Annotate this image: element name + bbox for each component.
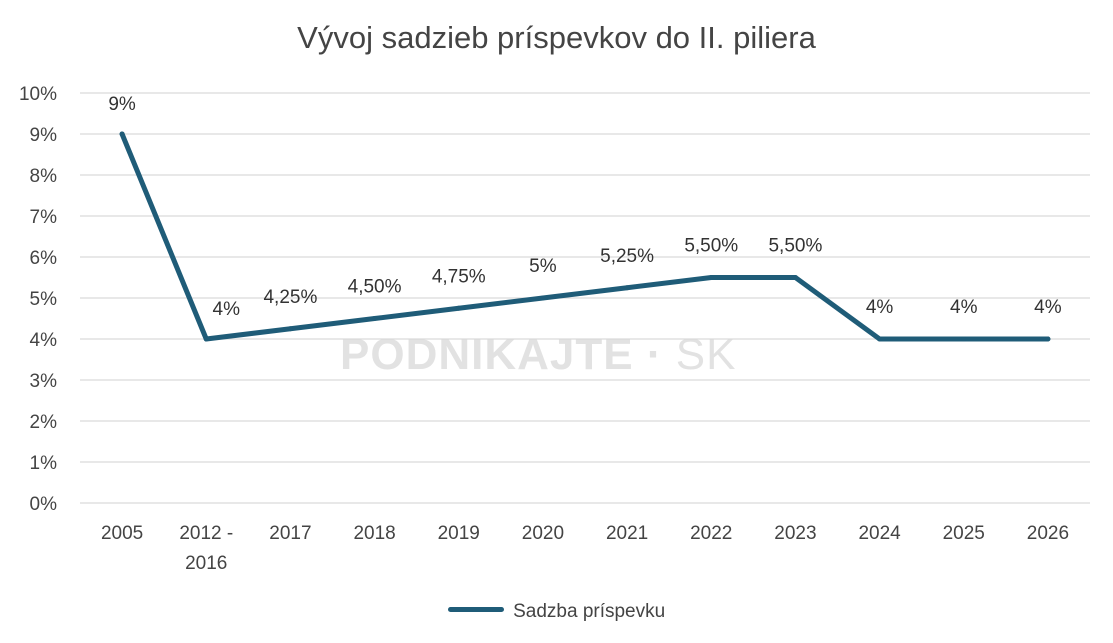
x-tick-label: 2018: [353, 523, 395, 544]
data-point: [1045, 336, 1051, 342]
x-tick-label: 2020: [522, 523, 564, 544]
watermark-main: PODNIKAJTE: [340, 330, 634, 379]
y-tick-label: 8%: [30, 166, 58, 187]
data-point: [456, 305, 462, 311]
y-tick-label: 9%: [30, 125, 58, 146]
x-tick-label: 2012 -2016: [179, 523, 233, 574]
y-tick-label: 4%: [30, 330, 58, 351]
x-tick-label: 2024: [858, 523, 901, 544]
data-point: [961, 336, 967, 342]
watermark-suffix: SK: [675, 330, 737, 379]
y-tick-label: 0%: [30, 494, 58, 515]
x-tick-label: 2026: [1027, 523, 1069, 544]
data-label: 4,50%: [348, 277, 402, 298]
data-point: [708, 275, 714, 280]
y-tick-label: 5%: [30, 289, 58, 310]
y-tick-label: 6%: [30, 248, 58, 269]
data-point: [877, 336, 883, 342]
data-point: [203, 336, 209, 342]
data-label: 4,25%: [263, 287, 317, 308]
data-point: [372, 316, 378, 321]
x-tick-label: 2021: [606, 523, 648, 544]
data-point: [287, 326, 293, 332]
x-tick-label: 2025: [943, 523, 985, 544]
data-point: [624, 285, 630, 291]
y-tick-label: 1%: [30, 453, 58, 474]
x-tick-label: 2023: [774, 523, 816, 544]
data-point: [540, 295, 546, 301]
data-point: [119, 131, 125, 137]
watermark-dot: ·: [646, 330, 663, 379]
data-label: 4%: [866, 297, 894, 318]
data-label: 4%: [213, 299, 241, 320]
data-label: 5,25%: [600, 246, 654, 267]
y-tick-label: 3%: [30, 371, 58, 392]
data-label: 4%: [950, 297, 978, 318]
y-tick-label: 2%: [30, 412, 58, 433]
y-tick-label: 7%: [30, 207, 58, 228]
legend: Sadzba príspevku: [0, 601, 1113, 623]
data-point: [792, 275, 798, 280]
data-label: 4,75%: [432, 266, 486, 287]
data-label: 5,50%: [684, 236, 738, 257]
x-tick-label: 2017: [269, 523, 311, 544]
x-tick-label: 2005: [101, 523, 143, 544]
chart-title: Vývoj sadzieb príspevkov do II. piliera: [297, 20, 816, 55]
data-label: 4%: [1034, 297, 1062, 318]
data-label: 5%: [529, 256, 557, 277]
series-line: [119, 131, 1051, 342]
x-tick-label: 2022: [690, 523, 732, 544]
legend-swatch: [447, 607, 504, 613]
y-tick-label: 10%: [19, 84, 57, 105]
data-label: 9%: [108, 94, 136, 115]
legend-label: Sadzba príspevku: [513, 601, 666, 622]
watermark-logo: PODNIKAJTE · SK: [340, 330, 736, 380]
x-tick-label: 2019: [438, 523, 480, 544]
data-label: 5,50%: [768, 236, 822, 257]
